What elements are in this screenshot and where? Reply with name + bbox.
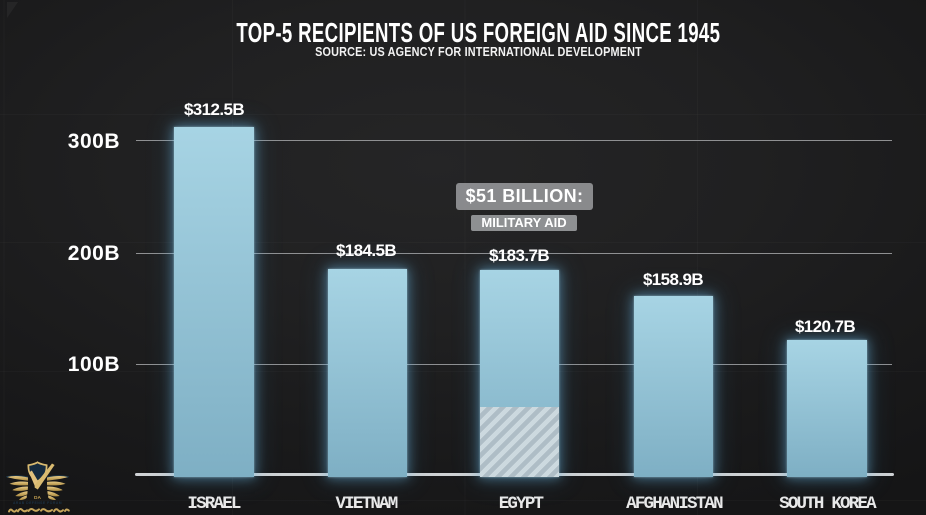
- svg-text:DA: DA: [34, 495, 41, 501]
- svg-text:ARAB DEFENSE FORUM: ARAB DEFENSE FORUM: [13, 501, 62, 505]
